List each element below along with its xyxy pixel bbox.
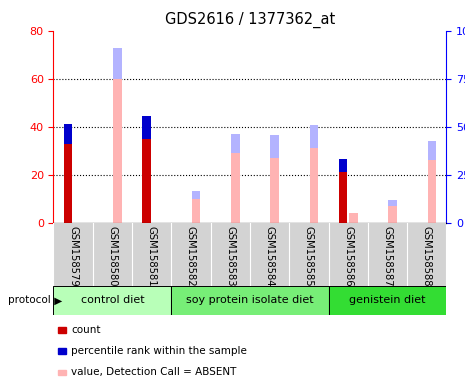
Bar — [142, 116, 151, 139]
Bar — [113, 79, 122, 223]
Bar — [310, 125, 319, 148]
Bar — [53, 286, 171, 315]
Bar — [427, 141, 436, 161]
Bar — [328, 286, 446, 315]
Title: GDS2616 / 1377362_at: GDS2616 / 1377362_at — [165, 12, 335, 28]
Text: GSM158586: GSM158586 — [343, 226, 353, 286]
Text: value, Detection Call = ABSENT: value, Detection Call = ABSENT — [71, 367, 237, 377]
Bar — [388, 200, 397, 206]
Bar — [64, 144, 73, 223]
Text: GSM158584: GSM158584 — [265, 226, 275, 286]
Text: genistein diet: genistein diet — [349, 295, 426, 306]
Bar — [171, 286, 328, 315]
Bar — [310, 148, 319, 223]
Bar — [192, 199, 200, 223]
Bar — [427, 161, 436, 223]
Bar — [231, 134, 240, 153]
Bar — [339, 159, 347, 172]
Bar — [339, 172, 347, 223]
Bar — [53, 286, 171, 315]
Text: count: count — [71, 325, 100, 335]
Bar — [231, 153, 240, 223]
Text: control diet: control diet — [80, 295, 144, 306]
Text: GSM158588: GSM158588 — [422, 226, 432, 286]
Text: GSM158582: GSM158582 — [186, 226, 196, 286]
Text: GSM158581: GSM158581 — [146, 226, 157, 286]
Bar — [142, 139, 151, 223]
Text: GSM158583: GSM158583 — [225, 226, 235, 286]
Text: GSM158587: GSM158587 — [382, 226, 392, 286]
Text: GSM158579: GSM158579 — [68, 226, 78, 286]
Bar — [328, 286, 446, 315]
Bar — [192, 191, 200, 199]
Bar — [113, 48, 122, 79]
Text: GSM158580: GSM158580 — [107, 226, 118, 286]
Text: GSM158585: GSM158585 — [304, 226, 314, 286]
Bar — [349, 213, 358, 223]
Bar — [171, 286, 328, 315]
Text: soy protein isolate diet: soy protein isolate diet — [186, 295, 314, 306]
Text: percentile rank within the sample: percentile rank within the sample — [71, 346, 247, 356]
Text: protocol: protocol — [8, 295, 51, 306]
Bar — [270, 135, 279, 158]
Bar — [388, 206, 397, 223]
Text: ▶: ▶ — [51, 295, 62, 306]
Bar — [270, 158, 279, 223]
Bar — [64, 124, 73, 144]
